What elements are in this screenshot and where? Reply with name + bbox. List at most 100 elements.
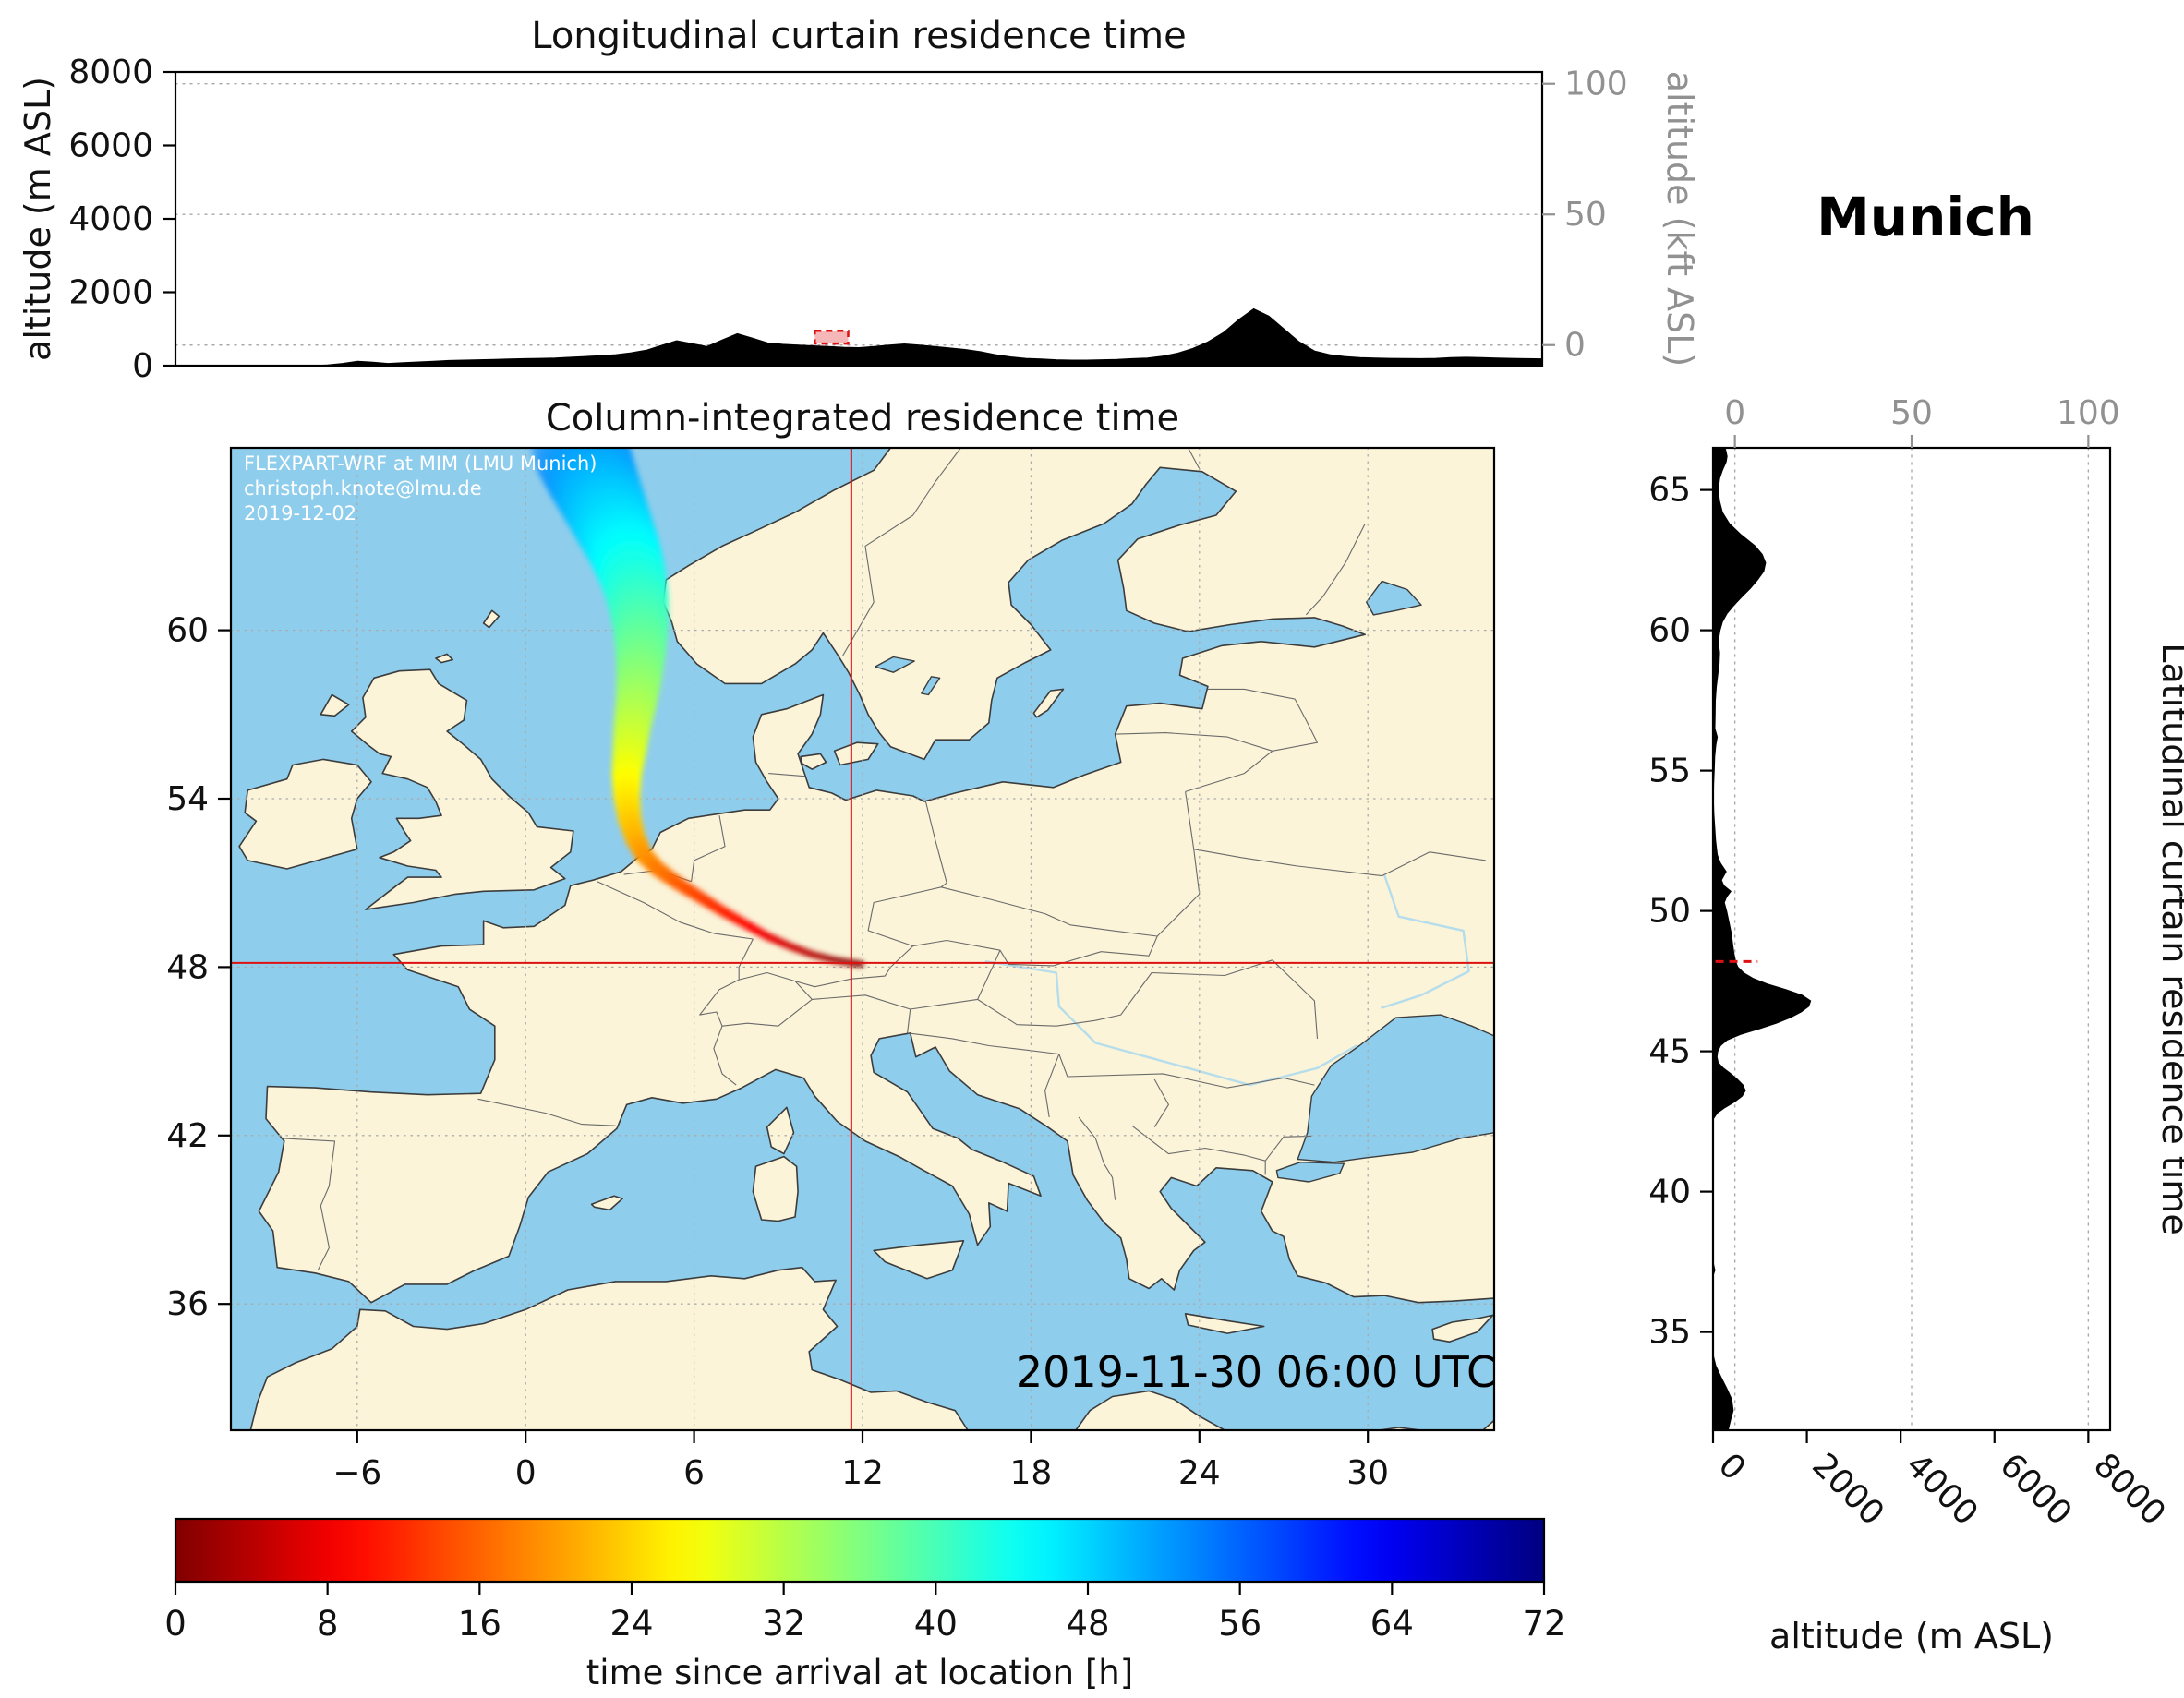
latitudinal-curtain-panel: 35 40 45 50 55 60 65 0 50 100 0 2000 4000 6000 8000 bbox=[1648, 394, 2173, 1533]
terrain-profile-latitudinal bbox=[1712, 447, 1812, 1431]
water-black_sea bbox=[1297, 1014, 1494, 1163]
country-border bbox=[977, 959, 1273, 1027]
tick-label: 56 bbox=[1218, 1604, 1261, 1644]
coastline-orkney bbox=[435, 653, 453, 664]
tick-label: 50 bbox=[1890, 394, 1933, 432]
tick-label: 54 bbox=[166, 780, 209, 818]
tick-label: 60 bbox=[1648, 612, 1691, 650]
tick-label: 40 bbox=[1648, 1174, 1691, 1211]
tick-label: 8000 bbox=[68, 54, 153, 91]
country-border bbox=[907, 1032, 1315, 1089]
coastline-sardinia bbox=[752, 1155, 799, 1222]
tick-label: 100 bbox=[2057, 394, 2120, 432]
tick-label: 48 bbox=[1066, 1604, 1109, 1644]
credit-line-3: 2019-12-02 bbox=[244, 502, 356, 524]
country-border bbox=[1185, 750, 1273, 792]
tick-label: 0 bbox=[515, 1454, 537, 1492]
tick-label: 30 bbox=[1346, 1454, 1389, 1492]
credit-line-2: christoph.knote@lmu.de bbox=[244, 477, 482, 500]
country-border bbox=[1131, 1125, 1266, 1175]
country-border bbox=[1193, 849, 1486, 877]
coastline-shetland bbox=[482, 609, 501, 629]
tick-label: 50 bbox=[1564, 196, 1607, 234]
map-title: Column-integrated residence time bbox=[546, 397, 1179, 440]
river bbox=[1381, 874, 1470, 1009]
country-border bbox=[1188, 448, 1201, 470]
country-border bbox=[1156, 791, 1201, 937]
coastline-hebrides bbox=[320, 693, 350, 717]
tick-label: 6000 bbox=[1992, 1446, 2079, 1533]
coastline-eurasia bbox=[258, 448, 1494, 1304]
tick-label: 16 bbox=[458, 1604, 501, 1644]
country-border bbox=[1272, 959, 1319, 1039]
colorbar-panel: 0 8 16 24 32 40 48 56 64 72 bbox=[164, 1517, 1566, 1644]
tick-label: 4000 bbox=[1899, 1446, 1985, 1533]
coastline-corsica bbox=[766, 1106, 795, 1155]
tick-label: 40 bbox=[914, 1604, 958, 1644]
tick-label: 0 bbox=[1711, 1446, 1753, 1487]
tick-label: 36 bbox=[166, 1285, 209, 1323]
residence-time-plume bbox=[530, 448, 864, 968]
country-border bbox=[1272, 698, 1319, 752]
coastline-crete bbox=[1184, 1313, 1265, 1334]
country-border bbox=[597, 881, 754, 940]
top-left-axis-label: altitude (m ASL) bbox=[18, 77, 58, 361]
tick-label: 0 bbox=[132, 347, 153, 385]
country-border bbox=[1044, 1054, 1060, 1118]
tick-label: 18 bbox=[1009, 1454, 1052, 1492]
colorbar-label: time since arrival at location [h] bbox=[586, 1653, 1133, 1692]
coastline-great_britain bbox=[350, 668, 574, 910]
tick-label: 0 bbox=[1564, 327, 1586, 365]
tick-label: 65 bbox=[1648, 472, 1691, 510]
tick-label: 60 bbox=[166, 612, 209, 650]
tick-label: 24 bbox=[609, 1604, 653, 1644]
tick-label: 45 bbox=[1648, 1033, 1691, 1071]
country-border bbox=[691, 815, 726, 882]
country-border bbox=[699, 971, 813, 1027]
coastline-funen bbox=[800, 753, 827, 770]
top-panel-frame bbox=[174, 70, 1544, 367]
tick-label: 8 bbox=[317, 1604, 339, 1644]
tick-label: 6000 bbox=[68, 127, 153, 165]
tick-label: 0 bbox=[164, 1604, 187, 1644]
map-datetime-annotation: 2019-11-30 06:00 UTC bbox=[1016, 1347, 1496, 1397]
tick-label: 32 bbox=[762, 1604, 805, 1644]
coastline-zealand bbox=[833, 741, 879, 766]
country-border bbox=[912, 935, 1158, 967]
longitudinal-curtain-panel: 0 2000 4000 6000 8000 0 50 100 bbox=[68, 54, 1627, 385]
tick-label: 64 bbox=[1370, 1604, 1414, 1644]
tick-label: 100 bbox=[1564, 66, 1628, 103]
country-border bbox=[738, 938, 754, 981]
country-border bbox=[812, 994, 911, 1033]
water-vanern bbox=[875, 656, 915, 673]
right-panel-x-axis-label: altitude (m ASL) bbox=[1769, 1616, 2054, 1656]
country-border bbox=[1116, 732, 1273, 752]
map-clipped-content bbox=[231, 448, 1494, 1430]
tick-label: 35 bbox=[1648, 1314, 1691, 1352]
coastline-north_africa bbox=[249, 1266, 1494, 1430]
country-border bbox=[768, 773, 805, 777]
terrain-profile-longitudinal bbox=[175, 307, 1543, 367]
country-border bbox=[477, 1098, 616, 1126]
country-border bbox=[281, 1138, 336, 1270]
tick-label: 0 bbox=[1724, 394, 1745, 432]
water-ladoga bbox=[1366, 580, 1422, 616]
tick-label: 4000 bbox=[68, 200, 153, 238]
coastline-ireland bbox=[238, 758, 372, 870]
coastline-gotland bbox=[1032, 688, 1065, 718]
column-residence-map-panel: −6 0 6 12 18 24 30 36 42 48 54 60 bbox=[166, 446, 1496, 1492]
right-panel-title: Latitudinal curtain residence time bbox=[2154, 643, 2184, 1234]
coastline-cyprus bbox=[1431, 1314, 1494, 1343]
tick-label: 24 bbox=[1178, 1454, 1221, 1492]
country-border bbox=[1305, 523, 1366, 616]
tick-label: 6 bbox=[683, 1454, 705, 1492]
top-panel-title: Longitudinal curtain residence time bbox=[531, 15, 1186, 57]
tick-label: 50 bbox=[1648, 893, 1691, 931]
country-border bbox=[1264, 1135, 1312, 1162]
country-border bbox=[910, 949, 1001, 1010]
credit-line-1: FLEXPART-WRF at MIM (LMU Munich) bbox=[244, 452, 597, 475]
country-border bbox=[924, 801, 947, 888]
tick-label: 8000 bbox=[2086, 1446, 2173, 1533]
